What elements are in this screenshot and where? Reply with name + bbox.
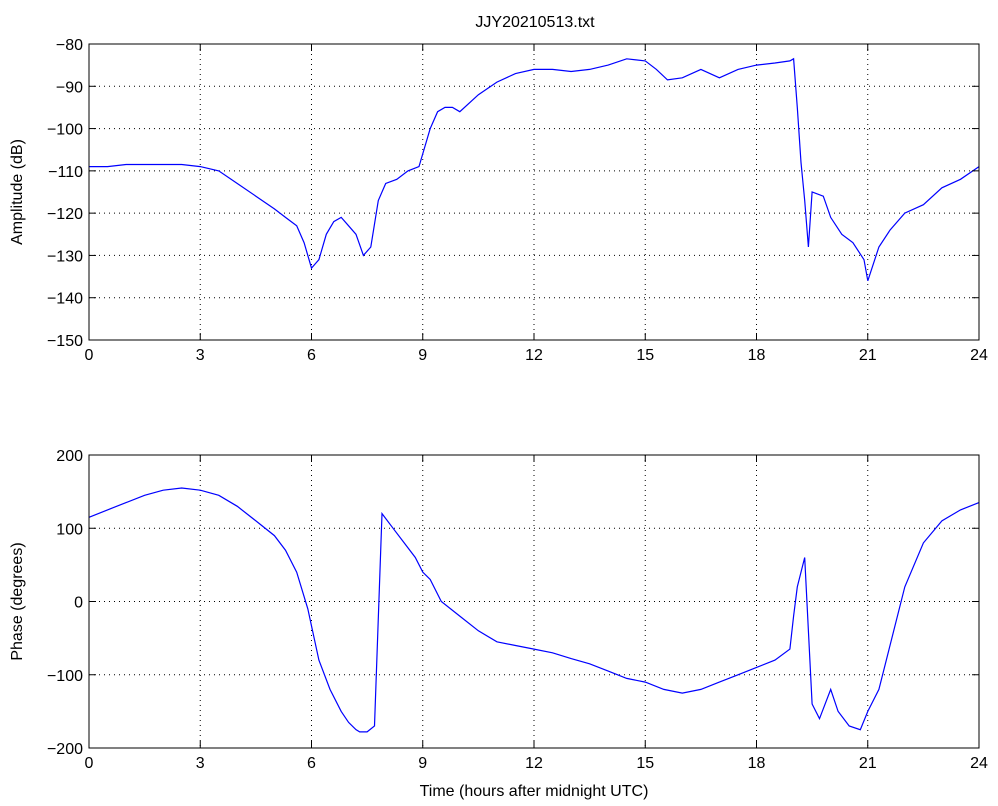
amplitude-y-tick-label: −140 [47,291,83,308]
amplitude-x-tick-label: 21 [859,347,877,364]
phase-x-tick-label: 3 [196,755,205,772]
amplitude-axes-frame [88,43,980,341]
amplitude-y-tick-label: −150 [47,333,83,350]
phase-y-tick-label: −200 [47,741,83,758]
amplitude-y-tick-label: −110 [48,164,83,181]
amplitude-y-tick-label: −120 [47,206,83,223]
phase-x-tick-label: 6 [307,755,316,772]
phase-x-tick-label: 0 [85,755,94,772]
phase-x-tick-label: 15 [636,755,654,772]
phase-x-tick-label: 9 [418,755,427,772]
amplitude-x-tick-label: 6 [307,347,316,364]
phase-x-tick-label: 24 [970,755,988,772]
phase-x-tick-label: 21 [859,755,877,772]
amplitude-x-tick-label: 0 [85,347,94,364]
amplitude-y-tick-label: −80 [56,37,83,54]
amplitude-x-tick-label: 24 [970,347,988,364]
chart-title: JJY20210513.txt [475,14,595,31]
phase-y-axis-label: Phase (degrees) [9,542,26,660]
phase-x-axis-label: Time (hours after midnight UTC) [420,783,649,800]
phase-x-tick-label: 18 [748,755,766,772]
amplitude-x-tick-label: 3 [196,347,205,364]
amplitude-x-tick-label: 15 [636,347,654,364]
phase-x-tick-label: 12 [525,755,543,772]
amplitude-x-tick-label: 12 [525,347,543,364]
phase-y-tick-label: 100 [56,521,83,538]
phase-series-line [88,487,980,733]
amplitude-plot: 0 3 6 9 12 15 18 21 24 −150 −140 −130 −120 −110 −100 −9… [9,37,988,364]
phase-y-tick-label: −100 [47,668,83,685]
amplitude-x-tick-label: 18 [748,347,766,364]
amplitude-y-tick-label: −100 [47,122,83,139]
phase-plot: 0 3 6 9 12 15 18 21 24 −200 −100 0 100 200 Phase (degr… [9,448,988,800]
phase-y-tick-label: 200 [56,448,83,465]
amplitude-y-tick-label: −130 [47,248,83,265]
amplitude-series-line [89,57,980,281]
amplitude-x-tick-label: 9 [418,347,427,364]
amplitude-y-tick-label: −90 [56,79,83,96]
phase-y-tick-label: 0 [74,595,83,612]
amplitude-y-axis-label: Amplitude (dB) [9,139,26,245]
